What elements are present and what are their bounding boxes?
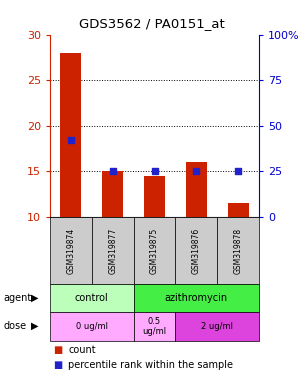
Text: GSM319877: GSM319877 — [108, 227, 117, 274]
Point — [68, 137, 73, 144]
Point — [236, 168, 241, 174]
Text: agent: agent — [3, 293, 31, 303]
Bar — [102, 171, 123, 217]
Text: ■: ■ — [53, 345, 62, 355]
Text: dose: dose — [3, 321, 26, 331]
Text: control: control — [75, 293, 109, 303]
Text: GSM319878: GSM319878 — [234, 227, 243, 274]
Bar — [186, 162, 207, 217]
Text: 0 ug/ml: 0 ug/ml — [76, 322, 108, 331]
Text: count: count — [68, 345, 96, 355]
Bar — [61, 53, 81, 217]
Text: ■: ■ — [53, 360, 62, 370]
Text: 0.5
ug/ml: 0.5 ug/ml — [142, 316, 167, 336]
Text: GSM319875: GSM319875 — [150, 227, 159, 274]
Text: GSM319876: GSM319876 — [192, 227, 201, 274]
Text: GDS3562 / PA0151_at: GDS3562 / PA0151_at — [78, 17, 225, 30]
Text: azithromycin: azithromycin — [165, 293, 228, 303]
Text: 2 ug/ml: 2 ug/ml — [201, 322, 233, 331]
Bar — [144, 176, 165, 217]
Point — [152, 168, 157, 174]
Text: GSM319874: GSM319874 — [66, 227, 75, 274]
Text: ▶: ▶ — [31, 321, 38, 331]
Point — [110, 168, 115, 174]
Bar — [228, 203, 248, 217]
Text: percentile rank within the sample: percentile rank within the sample — [68, 360, 233, 370]
Text: ▶: ▶ — [31, 293, 38, 303]
Point — [194, 168, 199, 174]
